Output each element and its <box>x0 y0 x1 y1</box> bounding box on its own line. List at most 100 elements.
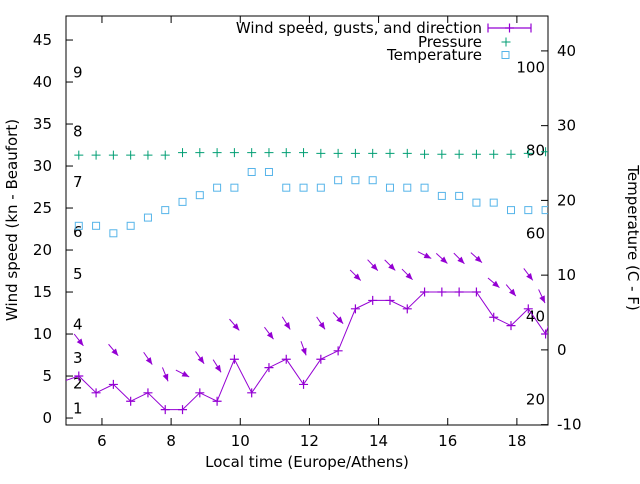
x-tick-label: 8 <box>166 432 176 450</box>
beaufort-scale-label: 9 <box>73 64 83 82</box>
y-left-axis-label: Wind speed (kn - Beaufort) <box>3 119 21 321</box>
temperature-point <box>92 221 101 230</box>
wind-speed-point <box>143 388 153 398</box>
beaufort-scale-label: 6 <box>73 223 83 241</box>
celsius-tick-label: 10 <box>557 266 576 284</box>
x-tick-label: 16 <box>438 432 457 450</box>
wind-speed-point <box>385 295 395 305</box>
legend-marker-samples <box>487 23 532 59</box>
wind-speed-point <box>333 346 343 356</box>
wind-gust-direction-arrow <box>487 277 500 288</box>
beaufort-scale-label: 7 <box>73 173 83 191</box>
x-tick-label: 10 <box>231 432 250 450</box>
pressure-point <box>212 148 222 158</box>
beaufort-scale-label: 8 <box>73 122 83 140</box>
wind-gust-direction-arrow <box>523 268 534 281</box>
pressure-point <box>247 148 257 158</box>
wind-gust-direction-arrow <box>453 252 465 265</box>
pressure-point <box>489 149 499 159</box>
pressure-point <box>523 148 533 158</box>
legend-wind-plus-marker <box>505 23 514 33</box>
temperature-point <box>178 197 187 206</box>
x-axis-label: Local time (Europe/Athens) <box>205 453 409 471</box>
pressure-point <box>108 150 118 160</box>
arrow-head <box>474 255 482 263</box>
wind-speed-point <box>523 304 533 314</box>
y-left-tick-label: 30 <box>33 157 52 175</box>
wind-gust-direction-arrow <box>264 326 274 340</box>
arrow-head <box>526 272 533 281</box>
y-left-tick-label: 10 <box>33 325 52 343</box>
wind-speed-line <box>66 291 548 411</box>
x-tick-label: 6 <box>97 432 107 450</box>
wind-gust-direction-arrow <box>470 252 483 263</box>
temperature-point <box>385 183 394 192</box>
wind-gust-direction-arrow <box>108 343 119 357</box>
wind-speed-point <box>91 388 101 398</box>
pressure-point <box>402 148 412 158</box>
y-left-tick-label: 40 <box>33 73 52 91</box>
x-tick-label: 18 <box>507 432 526 450</box>
temperature-point <box>230 183 239 192</box>
wind-gust-direction-arrow <box>229 318 240 331</box>
arrow-head <box>509 288 516 297</box>
beaufort-scale-label: 5 <box>73 265 83 283</box>
temperature-point <box>143 213 152 222</box>
pressure-point <box>126 150 136 160</box>
temperature-point <box>74 221 83 230</box>
fahrenheit-scale-label: 80 <box>526 142 545 160</box>
pressure-point <box>281 148 291 158</box>
y-left-tick-label: 0 <box>42 409 52 427</box>
arrow-head <box>440 256 448 264</box>
temperature-point <box>334 176 343 185</box>
temperature-point <box>126 221 135 230</box>
temperature-point <box>264 167 273 176</box>
wind-gust-direction-arrow <box>367 259 379 271</box>
temperature-point <box>299 183 308 192</box>
data-series-layer <box>66 147 548 415</box>
wind-speed-point <box>437 287 447 297</box>
arrow-head <box>145 357 153 365</box>
pressure-point <box>385 148 395 158</box>
wind-speed-point <box>160 405 170 415</box>
temperature-point <box>195 191 204 200</box>
wind-gust-direction-arrow <box>505 284 517 297</box>
celsius-tick-label: 40 <box>557 42 576 60</box>
arrow-head <box>370 263 378 271</box>
pressure-point <box>91 150 101 160</box>
wind-speed-point <box>264 363 274 373</box>
temperature-point <box>351 176 360 185</box>
arrow-head <box>336 316 344 324</box>
wind-speed-point <box>541 329 548 339</box>
arrow-head <box>353 273 361 281</box>
beaufort-scale-label: 3 <box>73 349 83 367</box>
plot-border <box>65 15 549 426</box>
temperature-point <box>109 229 118 238</box>
x-tick-label: 14 <box>369 432 388 450</box>
temperature-point <box>403 183 412 192</box>
temperature-point <box>420 183 429 192</box>
wind-gust-direction-arrow <box>316 316 326 330</box>
arrow-head <box>181 371 190 377</box>
beaufort-scale-label: 1 <box>73 400 83 418</box>
celsius-tick-label: 0 <box>557 341 567 359</box>
wind-speed-point <box>126 396 136 406</box>
legend: Wind speed, gusts, and direction Pressur… <box>236 19 482 64</box>
fahrenheit-scale-label: 60 <box>526 225 545 243</box>
arrow-head <box>214 364 222 373</box>
pressure-point <box>541 147 548 157</box>
y-left-tick-label: 20 <box>33 241 52 259</box>
arrow-head <box>300 347 307 356</box>
wind-gust-direction-arrow <box>281 316 291 330</box>
celsius-tick-label: -10 <box>557 416 582 434</box>
temperature-point <box>455 191 464 200</box>
wind-gust-direction-arrow <box>384 259 396 271</box>
fahrenheit-scale-label: 100 <box>516 59 545 77</box>
y-right-axis-label: Temperature (C - F) <box>624 164 640 311</box>
celsius-tick-label: 20 <box>557 191 576 209</box>
beaufort-scale-label: 4 <box>73 316 83 334</box>
arrow-head <box>111 348 119 356</box>
wind-speed-point <box>316 354 326 364</box>
wind-speed-point <box>350 304 360 314</box>
